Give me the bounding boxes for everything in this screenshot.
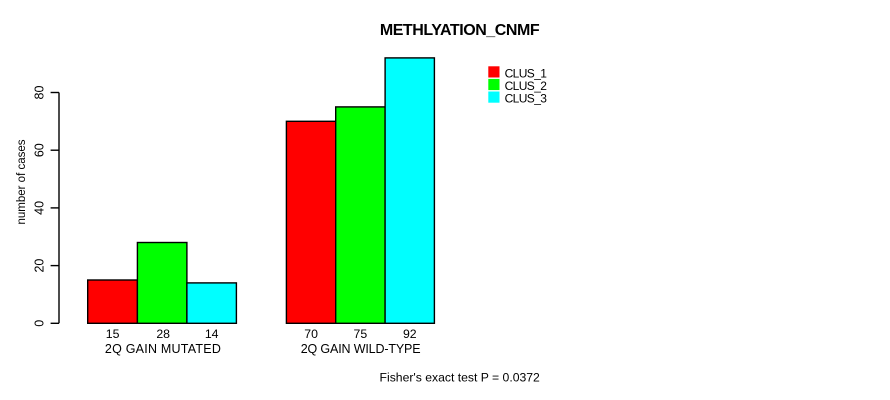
svg-text:40: 40 (33, 201, 47, 215)
svg-text:14: 14 (205, 327, 219, 341)
svg-text:CLUS_3: CLUS_3 (505, 92, 548, 106)
svg-text:number of cases: number of cases (16, 139, 28, 224)
svg-text:92: 92 (403, 327, 417, 341)
svg-text:0: 0 (33, 320, 47, 327)
svg-text:28: 28 (156, 327, 170, 341)
svg-text:75: 75 (354, 327, 368, 341)
svg-text:2Q GAIN MUTATED: 2Q GAIN MUTATED (105, 342, 221, 356)
svg-text:20: 20 (33, 259, 47, 273)
svg-text:2Q GAIN WILD-TYPE: 2Q GAIN WILD-TYPE (301, 342, 421, 356)
svg-text:CLUS_2: CLUS_2 (505, 79, 548, 93)
svg-text:60: 60 (33, 143, 47, 157)
svg-text:80: 80 (33, 86, 47, 100)
svg-text:70: 70 (304, 327, 318, 341)
svg-text:METHLYATION_CNMF: METHLYATION_CNMF (380, 22, 540, 39)
svg-text:15: 15 (106, 327, 120, 341)
svg-text:CLUS_1: CLUS_1 (505, 66, 548, 80)
svg-text:Fisher's exact test P = 0.0372: Fisher's exact test P = 0.0372 (380, 371, 541, 385)
